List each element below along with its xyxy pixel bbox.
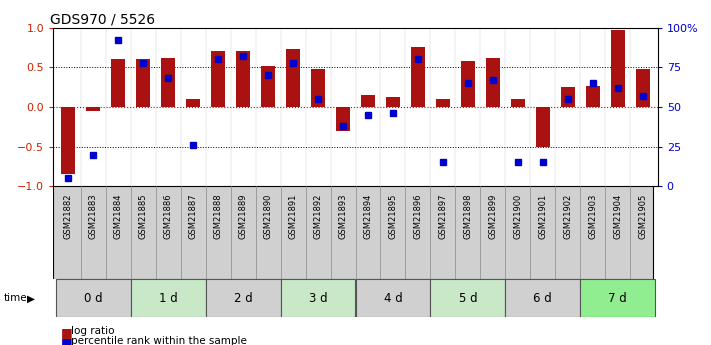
Text: GSM21882: GSM21882 xyxy=(64,194,73,239)
Text: GSM21895: GSM21895 xyxy=(388,194,397,239)
Text: 2 d: 2 d xyxy=(234,292,252,305)
Bar xyxy=(205,279,281,317)
Text: GSM21905: GSM21905 xyxy=(638,194,647,239)
Text: GDS970 / 5526: GDS970 / 5526 xyxy=(50,12,156,27)
Text: GSM21890: GSM21890 xyxy=(264,194,272,239)
Text: GSM21884: GSM21884 xyxy=(114,194,123,239)
Bar xyxy=(611,30,624,107)
Text: GSM21898: GSM21898 xyxy=(464,194,472,239)
Bar xyxy=(386,97,400,107)
Bar xyxy=(586,86,599,107)
Bar xyxy=(461,61,475,107)
Text: 7 d: 7 d xyxy=(609,292,627,305)
Text: GSM21899: GSM21899 xyxy=(488,194,498,239)
Bar xyxy=(636,69,650,107)
Text: percentile rank within the sample: percentile rank within the sample xyxy=(71,336,247,345)
Text: GSM21897: GSM21897 xyxy=(439,194,447,239)
Bar xyxy=(411,47,424,107)
Bar xyxy=(506,279,580,317)
Text: GSM21889: GSM21889 xyxy=(239,194,247,239)
Bar xyxy=(311,69,325,107)
Text: 3 d: 3 d xyxy=(309,292,327,305)
Text: log ratio: log ratio xyxy=(71,326,114,336)
Text: GSM21894: GSM21894 xyxy=(363,194,373,239)
Bar xyxy=(131,279,205,317)
Bar xyxy=(61,107,75,174)
Text: GSM21900: GSM21900 xyxy=(513,194,523,239)
Bar xyxy=(430,279,506,317)
Bar xyxy=(536,107,550,147)
Bar xyxy=(211,51,225,107)
Bar xyxy=(236,51,250,107)
Text: GSM21902: GSM21902 xyxy=(563,194,572,239)
Text: ■: ■ xyxy=(60,336,73,345)
Text: 1 d: 1 d xyxy=(159,292,178,305)
Bar xyxy=(287,49,300,107)
Text: time: time xyxy=(4,294,27,303)
Text: GSM21883: GSM21883 xyxy=(89,194,98,239)
Text: GSM21887: GSM21887 xyxy=(188,194,198,239)
Text: GSM21891: GSM21891 xyxy=(289,194,298,239)
Bar xyxy=(161,58,175,107)
Bar xyxy=(56,279,131,317)
Bar xyxy=(336,107,350,131)
Text: GSM21885: GSM21885 xyxy=(139,194,148,239)
Text: 5 d: 5 d xyxy=(459,292,477,305)
Bar xyxy=(281,279,356,317)
Bar xyxy=(261,66,275,107)
Text: 6 d: 6 d xyxy=(533,292,552,305)
Text: GSM21903: GSM21903 xyxy=(588,194,597,239)
Text: ▶: ▶ xyxy=(27,294,35,303)
Bar xyxy=(486,58,500,107)
Bar xyxy=(561,87,574,107)
Bar xyxy=(580,279,655,317)
Text: GSM21901: GSM21901 xyxy=(538,194,547,239)
Bar xyxy=(112,59,125,107)
Text: GSM21888: GSM21888 xyxy=(213,194,223,239)
Text: GSM21892: GSM21892 xyxy=(314,194,323,239)
Bar xyxy=(87,107,100,111)
Bar xyxy=(137,59,150,107)
Text: GSM21904: GSM21904 xyxy=(613,194,622,239)
Text: GSM21896: GSM21896 xyxy=(413,194,422,239)
Text: 0 d: 0 d xyxy=(84,292,102,305)
Text: GSM21886: GSM21886 xyxy=(164,194,173,239)
Text: GSM21893: GSM21893 xyxy=(338,194,348,239)
Bar xyxy=(186,99,200,107)
Bar xyxy=(511,99,525,107)
Bar xyxy=(361,95,375,107)
Bar xyxy=(356,279,430,317)
Text: 4 d: 4 d xyxy=(384,292,402,305)
Text: ■: ■ xyxy=(60,326,73,339)
Bar xyxy=(436,99,450,107)
